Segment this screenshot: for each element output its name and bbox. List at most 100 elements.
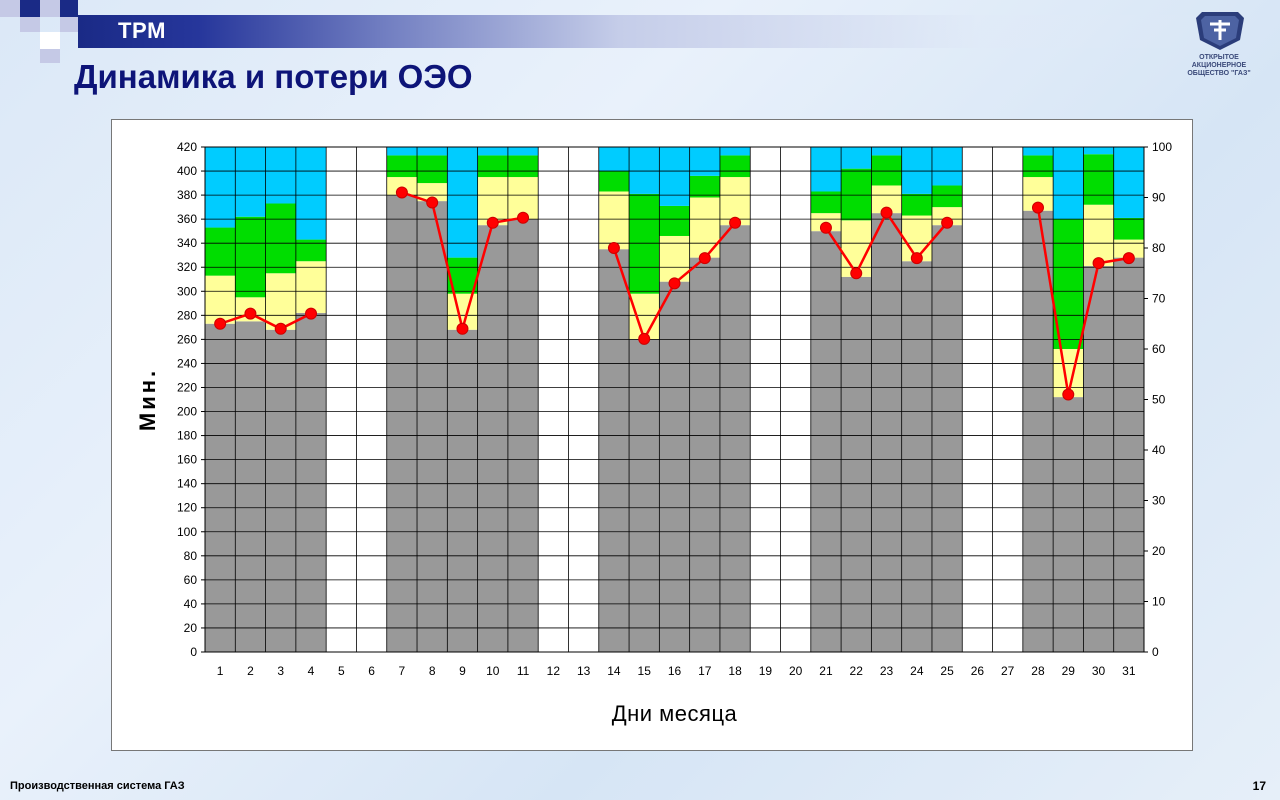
oee-point-day-17 bbox=[698, 252, 711, 265]
bar-segment-green-day-17 bbox=[689, 175, 720, 198]
oee-point-day-24 bbox=[910, 252, 923, 265]
y2-tick-label-30: 30 bbox=[1152, 494, 1166, 508]
page-number: 17 bbox=[1252, 779, 1266, 793]
y-tick-label-180: 180 bbox=[177, 429, 197, 443]
bar-segment-green-day-8 bbox=[417, 155, 448, 184]
oee-line-segment bbox=[1036, 207, 1130, 395]
y2-tick-label-70: 70 bbox=[1152, 292, 1166, 306]
x-tick-label-26: 26 bbox=[971, 664, 985, 678]
bar-segment-green-day-2 bbox=[235, 216, 266, 298]
x-tick-label-29: 29 bbox=[1062, 664, 1076, 678]
bar-segment-gray-day-18 bbox=[719, 225, 751, 652]
bar-segment-gray-day-28 bbox=[1022, 210, 1054, 652]
x-tick-label-10: 10 bbox=[486, 664, 500, 678]
x-tick-label-28: 28 bbox=[1031, 664, 1045, 678]
oee-point-day-4 bbox=[305, 307, 318, 320]
oee-point-day-14 bbox=[607, 242, 620, 254]
bar-segment-green-day-23 bbox=[871, 155, 902, 186]
bar-segment-green-day-22 bbox=[841, 168, 872, 221]
chart-panel: 0 20 40 60 80 100 120 140 160 180 200 220 240 260 280 3… bbox=[111, 119, 1193, 751]
x-tick-label-9: 9 bbox=[459, 664, 466, 678]
x-tick-label-31: 31 bbox=[1122, 664, 1136, 678]
bar-segment-cyan-day-28 bbox=[1022, 147, 1054, 156]
bar-segment-green-day-10 bbox=[477, 155, 508, 178]
x-tick-label-24: 24 bbox=[910, 664, 924, 678]
bar-segment-green-day-24 bbox=[901, 193, 932, 216]
y-tick-label-240: 240 bbox=[177, 356, 197, 370]
y2-tick-label-40: 40 bbox=[1152, 443, 1166, 457]
y-tick-label-400: 400 bbox=[177, 164, 197, 178]
y-tick-label-120: 120 bbox=[177, 501, 197, 515]
y2-tick-label-100: 100 bbox=[1152, 140, 1172, 154]
y2-tick-label-90: 90 bbox=[1152, 191, 1166, 205]
x-tick-label-19: 19 bbox=[759, 664, 773, 678]
x-tick-label-8: 8 bbox=[429, 664, 436, 678]
bar-segment-green-day-3 bbox=[265, 203, 296, 274]
oee-point-day-10 bbox=[486, 216, 499, 229]
bar-segment-gray-day-7 bbox=[386, 195, 418, 652]
x-tick-label-20: 20 bbox=[789, 664, 803, 678]
company-line-1: ОТКРЫТОЕ bbox=[1199, 54, 1239, 61]
x-tick-label-14: 14 bbox=[607, 664, 621, 678]
header-banner bbox=[78, 15, 1280, 48]
y-tick-label-160: 160 bbox=[177, 453, 197, 467]
bar-segment-gray-day-1 bbox=[205, 323, 236, 652]
bar-segment-green-day-4 bbox=[295, 239, 327, 262]
x-tick-label-18: 18 bbox=[728, 664, 742, 678]
bar-segment-green-day-28 bbox=[1022, 155, 1054, 178]
y-tick-label-140: 140 bbox=[177, 477, 197, 491]
bar-segment-cyan-day-2 bbox=[235, 147, 266, 217]
x-tick-label-7: 7 bbox=[399, 664, 406, 678]
y-tick-label-20: 20 bbox=[184, 621, 198, 635]
x-tick-label-13: 13 bbox=[577, 664, 591, 678]
oee-point-day-8 bbox=[426, 196, 439, 209]
bar-segment-cyan-day-1 bbox=[205, 147, 236, 228]
bar-segment-gray-day-17 bbox=[689, 257, 720, 652]
x-axis-title: Дни месяца bbox=[612, 701, 738, 726]
y2-tick-label-20: 20 bbox=[1152, 544, 1166, 558]
oee-point-day-21 bbox=[819, 221, 832, 234]
x-tick-label-3: 3 bbox=[277, 664, 284, 678]
bar-segment-cyan-day-30 bbox=[1083, 147, 1114, 155]
y-tick-label-0: 0 bbox=[190, 645, 197, 659]
bar-segment-cyan-day-11 bbox=[507, 147, 539, 156]
bar-segment-yellow-day-1 bbox=[205, 275, 236, 324]
bar-segment-cyan-day-3 bbox=[265, 147, 296, 204]
oee-point-day-18 bbox=[729, 216, 742, 229]
gaz-deer-emblem-icon bbox=[1170, 6, 1270, 86]
y2-tick-label-0: 0 bbox=[1152, 645, 1159, 659]
banner-label: TPM bbox=[118, 18, 166, 43]
bar-segment-yellow-day-14 bbox=[598, 191, 630, 250]
bar-segment-cyan-day-25 bbox=[931, 147, 963, 186]
y-tick-label-340: 340 bbox=[177, 236, 197, 250]
y2-tick-label-10: 10 bbox=[1152, 595, 1166, 609]
bar-segment-yellow-day-31 bbox=[1113, 239, 1144, 258]
bar-segment-green-day-11 bbox=[507, 155, 539, 178]
x-tick-label-16: 16 bbox=[668, 664, 682, 678]
bar-segment-cyan-day-29 bbox=[1053, 147, 1084, 220]
bar-segment-gray-day-21 bbox=[810, 231, 842, 652]
oee-point-day-3 bbox=[274, 322, 287, 335]
bar-segment-gray-day-4 bbox=[295, 312, 327, 652]
bar-segment-green-day-25 bbox=[931, 185, 963, 208]
bar-segment-gray-day-22 bbox=[841, 276, 872, 652]
oee-point-day-15 bbox=[638, 332, 651, 345]
y-tick-label-380: 380 bbox=[177, 188, 197, 202]
bar-segment-cyan-day-31 bbox=[1113, 147, 1144, 218]
bar-segment-yellow-day-7 bbox=[386, 177, 418, 196]
x-tick-label-5: 5 bbox=[338, 664, 345, 678]
x-tick-label-15: 15 bbox=[638, 664, 652, 678]
x-tick-label-17: 17 bbox=[698, 664, 712, 678]
y2-tick-label-50: 50 bbox=[1152, 393, 1166, 407]
bar-segment-green-day-16 bbox=[659, 205, 690, 236]
footer-text: Производственная система ГАЗ bbox=[10, 780, 185, 792]
bar-segment-gray-day-10 bbox=[477, 225, 508, 652]
y-tick-label-200: 200 bbox=[177, 405, 197, 419]
bar-segment-cyan-day-4 bbox=[295, 147, 327, 240]
bar-segment-yellow-day-30 bbox=[1083, 204, 1114, 267]
oee-point-day-31 bbox=[1122, 252, 1135, 265]
y-tick-label-300: 300 bbox=[177, 284, 197, 298]
bar-segment-yellow-day-25 bbox=[931, 207, 963, 226]
bar-segment-cyan-day-9 bbox=[447, 147, 478, 258]
bar-segment-yellow-day-15 bbox=[629, 293, 660, 340]
